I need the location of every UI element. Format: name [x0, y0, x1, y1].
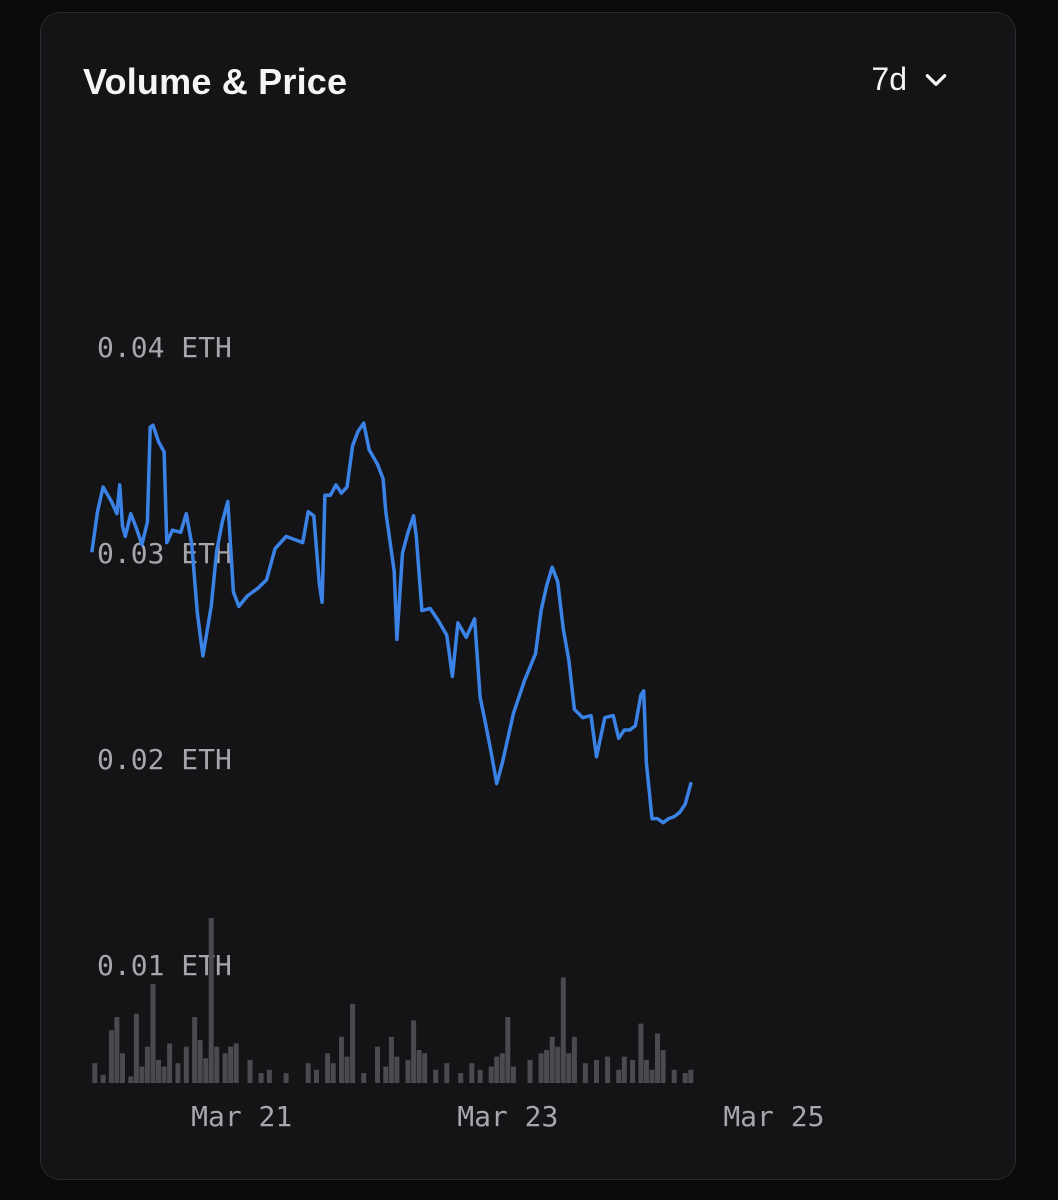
time-range-select[interactable]: 7d: [871, 61, 949, 98]
volume-bar: [383, 1066, 389, 1083]
volume-bar: [314, 1069, 319, 1083]
volume-bar: [339, 1036, 344, 1083]
volume-bar: [494, 1056, 500, 1083]
volume-bar: [505, 1017, 511, 1083]
volume-bar: [671, 1069, 677, 1083]
volume-bar: [156, 1059, 161, 1083]
x-tick-label: Mar 25: [723, 1100, 824, 1133]
volume-bar: [233, 1043, 239, 1083]
volume-bar: [266, 1069, 272, 1083]
volume-bar: [411, 1020, 417, 1083]
volume-bar: [660, 1050, 666, 1083]
price-line: [90, 421, 693, 825]
chevron-down-icon: [925, 73, 947, 86]
volume-bar: [214, 1046, 220, 1083]
volume-bar: [643, 1059, 649, 1083]
volume-bar: [108, 1030, 114, 1083]
volume-bar: [433, 1069, 439, 1083]
volume-bar: [682, 1073, 688, 1083]
card-title: Volume & Price: [83, 61, 348, 102]
volume-bar: [133, 1013, 139, 1083]
volume-bar: [416, 1050, 422, 1083]
volume-bar: [375, 1046, 380, 1083]
volume-bar: [566, 1053, 572, 1083]
volume-bar: [350, 1003, 356, 1083]
volume-bar: [183, 1046, 189, 1083]
volume-bar: [192, 1017, 198, 1083]
volume-bar: [120, 1053, 125, 1083]
volume-bar: [100, 1074, 106, 1084]
volume-bar: [175, 1063, 181, 1083]
volume-bar: [571, 1036, 577, 1083]
volume-price-card: Volume & Price 7d: [40, 12, 1016, 1180]
volume-bar: [544, 1050, 550, 1083]
volume-bar: [621, 1056, 627, 1083]
volume-bar: [422, 1053, 428, 1083]
volume-bar: [458, 1073, 464, 1083]
x-tick-label: Mar 21: [191, 1100, 292, 1133]
y-tick-label: 0.03 ETH: [97, 537, 232, 570]
x-tick-label: Mar 23: [457, 1100, 558, 1133]
volume-bar: [344, 1056, 350, 1083]
volume-bar: [444, 1063, 450, 1083]
volume-bar: [477, 1069, 483, 1083]
volume-bar: [394, 1056, 400, 1083]
volume-bar: [510, 1066, 516, 1083]
volume-bar: [582, 1063, 588, 1083]
volume-bar: [247, 1059, 253, 1083]
volume-bar: [527, 1059, 533, 1083]
volume-bars: [92, 918, 694, 1084]
time-range-value: 7d: [871, 61, 907, 97]
volume-bar: [538, 1053, 544, 1083]
volume-bar: [305, 1063, 311, 1083]
volume-bar: [499, 1053, 505, 1083]
volume-bar: [208, 918, 214, 1083]
volume-bar: [330, 1063, 336, 1083]
volume-bar: [655, 1033, 660, 1083]
volume-bar: [638, 1023, 644, 1083]
volume-bar: [469, 1063, 475, 1083]
volume-bar: [167, 1043, 173, 1083]
volume-bar: [605, 1056, 611, 1083]
volume-bar: [555, 1046, 561, 1083]
y-tick-label: 0.04 ETH: [97, 331, 232, 364]
volume-bar: [361, 1073, 367, 1083]
volume-bar: [549, 1036, 555, 1083]
volume-bar: [594, 1059, 599, 1083]
volume-bar: [144, 1046, 150, 1083]
volume-bar: [128, 1076, 134, 1083]
volume-bar: [114, 1017, 120, 1083]
volume-bar: [258, 1073, 264, 1083]
volume-bar: [161, 1066, 167, 1083]
volume-bar: [283, 1073, 289, 1083]
x-axis-labels: Mar 21 Mar 23 Mar 25: [191, 1100, 824, 1133]
volume-bar: [139, 1066, 145, 1083]
volume-bar: [649, 1069, 655, 1083]
volume-bar: [560, 977, 566, 1083]
volume-bar: [197, 1040, 203, 1083]
volume-bar: [688, 1069, 694, 1083]
volume-bar: [222, 1053, 228, 1083]
volume-bar: [325, 1053, 331, 1083]
volume-bar: [630, 1059, 636, 1083]
volume-bar: [488, 1066, 494, 1083]
volume-bar: [388, 1036, 394, 1083]
volume-bar: [203, 1058, 209, 1084]
volume-bar: [228, 1046, 234, 1083]
y-tick-label: 0.02 ETH: [97, 743, 232, 776]
price-series: [90, 421, 693, 825]
volume-bar: [92, 1063, 98, 1083]
volume-bar: [150, 984, 156, 1083]
volume-bar: [405, 1059, 411, 1083]
volume-bar: [616, 1069, 622, 1083]
